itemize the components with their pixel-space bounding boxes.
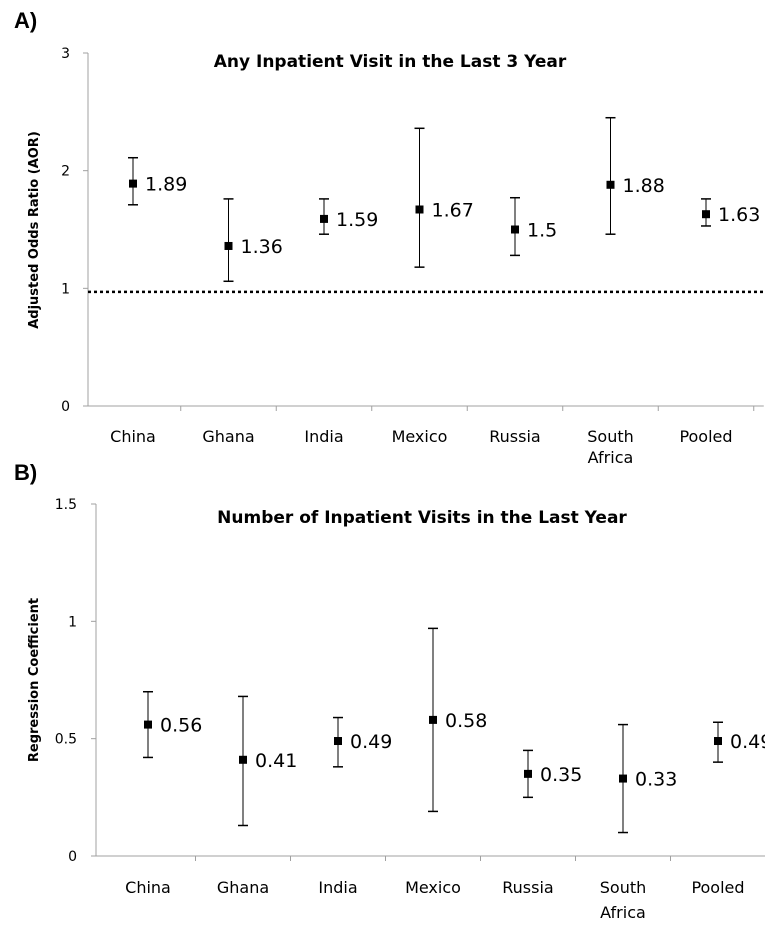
y-tick-label: 1.5 [55, 497, 77, 513]
chart-title: Any Inpatient Visit in the Last 3 Year [214, 52, 567, 72]
x-tick-label: India [304, 427, 343, 446]
data-point [415, 205, 424, 214]
panel-a: A) Any Inpatient Visit in the Last 3 Year… [14, 8, 764, 467]
x-tick-label: Africa [588, 448, 634, 467]
data-point [239, 755, 247, 764]
y-tick-label: 2 [61, 164, 70, 180]
x-tick-label: China [125, 878, 171, 897]
data-point [702, 210, 710, 219]
data-point [511, 225, 519, 234]
x-tick-label: Pooled [691, 878, 744, 897]
x-tick-label: China [110, 427, 156, 446]
data-label: 0.49 [350, 731, 392, 753]
panel-label: B) [14, 460, 37, 485]
data-label: 1.36 [241, 236, 283, 258]
data-point [619, 774, 627, 783]
x-tick-label: Russia [502, 878, 553, 897]
data-label: 0.35 [540, 764, 582, 786]
y-tick-label: 0.5 [55, 732, 77, 748]
data-point [334, 737, 342, 746]
data-point [606, 180, 615, 189]
x-tick-label: Pooled [679, 427, 732, 446]
panel-b: B) Number of Inpatient Visits in the Last… [14, 460, 765, 922]
x-tick-label: Ghana [217, 878, 269, 897]
x-tick-label: Ghana [202, 427, 254, 446]
y-tick-label: 0 [68, 849, 77, 865]
x-tick-label: Russia [489, 427, 540, 446]
panel-label: A) [14, 8, 37, 33]
data-point [429, 715, 437, 724]
data-label: 0.41 [255, 750, 297, 772]
data-point [129, 179, 137, 188]
data-label: 1.67 [432, 199, 474, 221]
y-tick-label: 0 [61, 399, 70, 415]
data-point [714, 737, 722, 746]
x-tick-label: South [600, 878, 647, 897]
data-label: 1.63 [718, 204, 760, 226]
y-tick-label: 1 [61, 281, 70, 297]
data-label: 1.89 [145, 174, 187, 196]
data-label: 0.58 [445, 710, 487, 732]
x-tick-label: Africa [600, 903, 646, 922]
chart-title: Number of Inpatient Visits in the Last Y… [217, 508, 627, 528]
y-axis-label: Adjusted Odds Ratio (AOR) [27, 131, 42, 329]
x-tick-label: South [587, 427, 634, 446]
data-label: 0.49 [730, 731, 765, 753]
x-tick-label: Mexico [405, 878, 461, 897]
x-tick-label: India [318, 878, 357, 897]
data-point [224, 241, 233, 250]
data-label: 0.56 [160, 715, 202, 737]
data-label: 1.59 [336, 209, 378, 231]
data-point [144, 720, 152, 729]
y-tick-label: 1 [68, 614, 77, 630]
data-point [524, 769, 532, 778]
data-label: 1.5 [527, 220, 557, 242]
data-label: 1.88 [623, 175, 665, 197]
data-point [320, 214, 328, 223]
data-label: 0.33 [635, 769, 677, 791]
x-tick-label: Mexico [392, 427, 448, 446]
y-tick-label: 3 [61, 46, 70, 62]
y-axis-label: Regression Coefficient [27, 598, 42, 762]
